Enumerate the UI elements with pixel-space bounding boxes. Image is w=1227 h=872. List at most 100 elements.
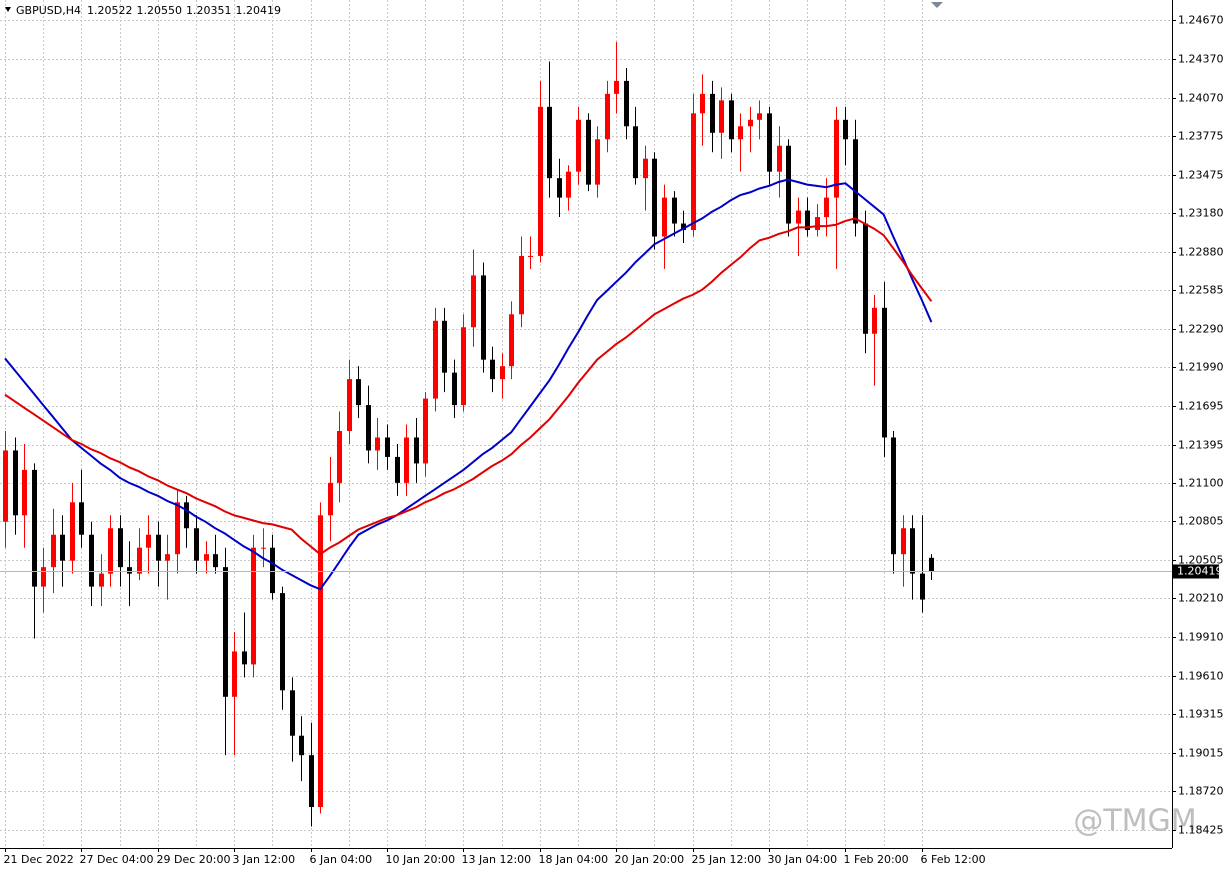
y-tick-label: 1.21695 xyxy=(1178,400,1224,413)
y-tick-label: 1.21395 xyxy=(1178,439,1224,452)
candle-body xyxy=(834,119,839,198)
candle-body xyxy=(261,547,266,549)
candle-body xyxy=(41,567,46,587)
y-tick-label: 1.20805 xyxy=(1178,515,1224,528)
candle-body xyxy=(213,554,218,568)
x-tick-label: 18 Jan 04:00 xyxy=(539,853,609,866)
y-tick-label: 1.23180 xyxy=(1178,207,1224,220)
candle-body xyxy=(672,197,677,224)
candle-body xyxy=(242,651,247,665)
candle-body xyxy=(175,502,180,555)
y-tick-label: 1.22290 xyxy=(1178,323,1224,336)
candle-body xyxy=(328,482,333,516)
x-tick-label: 27 Dec 04:00 xyxy=(80,853,154,866)
y-tick-label: 1.23475 xyxy=(1178,169,1224,182)
candle-body xyxy=(595,139,600,185)
y-tick-label: 1.21990 xyxy=(1178,361,1224,374)
candle-body xyxy=(777,145,782,172)
y-tick-label: 1.18720 xyxy=(1178,785,1224,798)
x-tick-label: 6 Feb 12:00 xyxy=(921,853,986,866)
candle-body xyxy=(920,573,925,600)
candle-body xyxy=(280,593,285,691)
candle-body xyxy=(452,372,457,406)
candle-body xyxy=(337,431,342,483)
candle-body xyxy=(662,197,667,237)
y-tick-label: 1.24070 xyxy=(1178,92,1224,105)
candle-body xyxy=(461,327,466,406)
y-tick-label: 1.24370 xyxy=(1178,53,1224,66)
y-tick-label: 1.18425 xyxy=(1178,824,1224,837)
candle-body xyxy=(815,217,820,231)
header-high: 1.20550 xyxy=(136,4,182,17)
y-tick-label: 1.20210 xyxy=(1178,592,1224,605)
candle-body xyxy=(767,113,772,172)
y-tick-label: 1.19015 xyxy=(1178,747,1224,760)
candle-body xyxy=(576,119,581,172)
candle-body xyxy=(156,534,161,561)
candle-body xyxy=(204,554,209,561)
candle-body xyxy=(108,528,113,574)
candle-body xyxy=(414,437,419,464)
candle-body xyxy=(786,145,791,224)
y-tick-label: 1.19910 xyxy=(1178,631,1224,644)
symbol: GBPUSD,H4 xyxy=(16,4,81,17)
candle-body xyxy=(586,119,591,185)
y-tick-label: 1.21100 xyxy=(1178,477,1224,490)
candle-body xyxy=(652,158,657,237)
marks xyxy=(0,42,1172,827)
candle-body xyxy=(347,379,352,432)
candle-body xyxy=(118,528,123,568)
candle-body xyxy=(395,456,400,483)
candle-body xyxy=(32,469,37,587)
y-tick-label: 1.19315 xyxy=(1178,708,1224,721)
x-tick-label: 1 Feb 20:00 xyxy=(844,853,909,866)
candle-body xyxy=(99,573,104,587)
watermark: @TMGM xyxy=(1073,804,1196,839)
candle-body xyxy=(509,314,514,367)
candle-body xyxy=(232,651,237,697)
moving-average-line xyxy=(4,178,933,591)
candle-body xyxy=(863,223,868,334)
candle-body xyxy=(729,100,734,140)
candle-body xyxy=(13,450,18,516)
y-tick-label: 1.22880 xyxy=(1178,246,1224,259)
candle-body xyxy=(22,469,27,516)
x-tick-label: 13 Jan 12:00 xyxy=(462,853,532,866)
candle-body xyxy=(538,106,543,256)
candle-body xyxy=(404,437,409,483)
y-tick-label: 1.23775 xyxy=(1178,130,1224,143)
candle-body xyxy=(738,126,743,140)
candle-body xyxy=(481,275,486,360)
candle-body xyxy=(891,437,896,555)
candle-body xyxy=(184,502,189,529)
candle-body xyxy=(433,320,438,399)
shift-marker[interactable] xyxy=(931,2,943,8)
candle-body xyxy=(901,528,906,555)
x-tick-label: 3 Jan 12:00 xyxy=(233,853,296,866)
candle-body xyxy=(624,80,629,127)
candle-body xyxy=(700,93,705,114)
candle-body xyxy=(843,119,848,140)
y-tick-label: 1.20505 xyxy=(1178,554,1224,567)
candle-body xyxy=(681,223,686,231)
candle-body xyxy=(223,567,228,697)
candle-body xyxy=(500,366,505,380)
candle-body xyxy=(137,547,142,574)
candle-body xyxy=(290,690,295,736)
candle-body xyxy=(557,178,562,198)
menu-arrow[interactable] xyxy=(5,7,11,12)
candle-body xyxy=(79,502,84,535)
candle-body xyxy=(719,100,724,133)
candle-body xyxy=(929,557,934,572)
candle-body xyxy=(710,93,715,133)
candle-body xyxy=(528,255,533,257)
candle-body xyxy=(165,554,170,561)
candle-body xyxy=(127,567,132,574)
x-tick-label: 6 Jan 04:00 xyxy=(310,853,373,866)
candle-body xyxy=(633,126,638,179)
current-price-tag xyxy=(1173,564,1219,579)
candle-body xyxy=(309,755,314,808)
candle-body xyxy=(872,307,877,334)
candle-body xyxy=(853,139,858,224)
